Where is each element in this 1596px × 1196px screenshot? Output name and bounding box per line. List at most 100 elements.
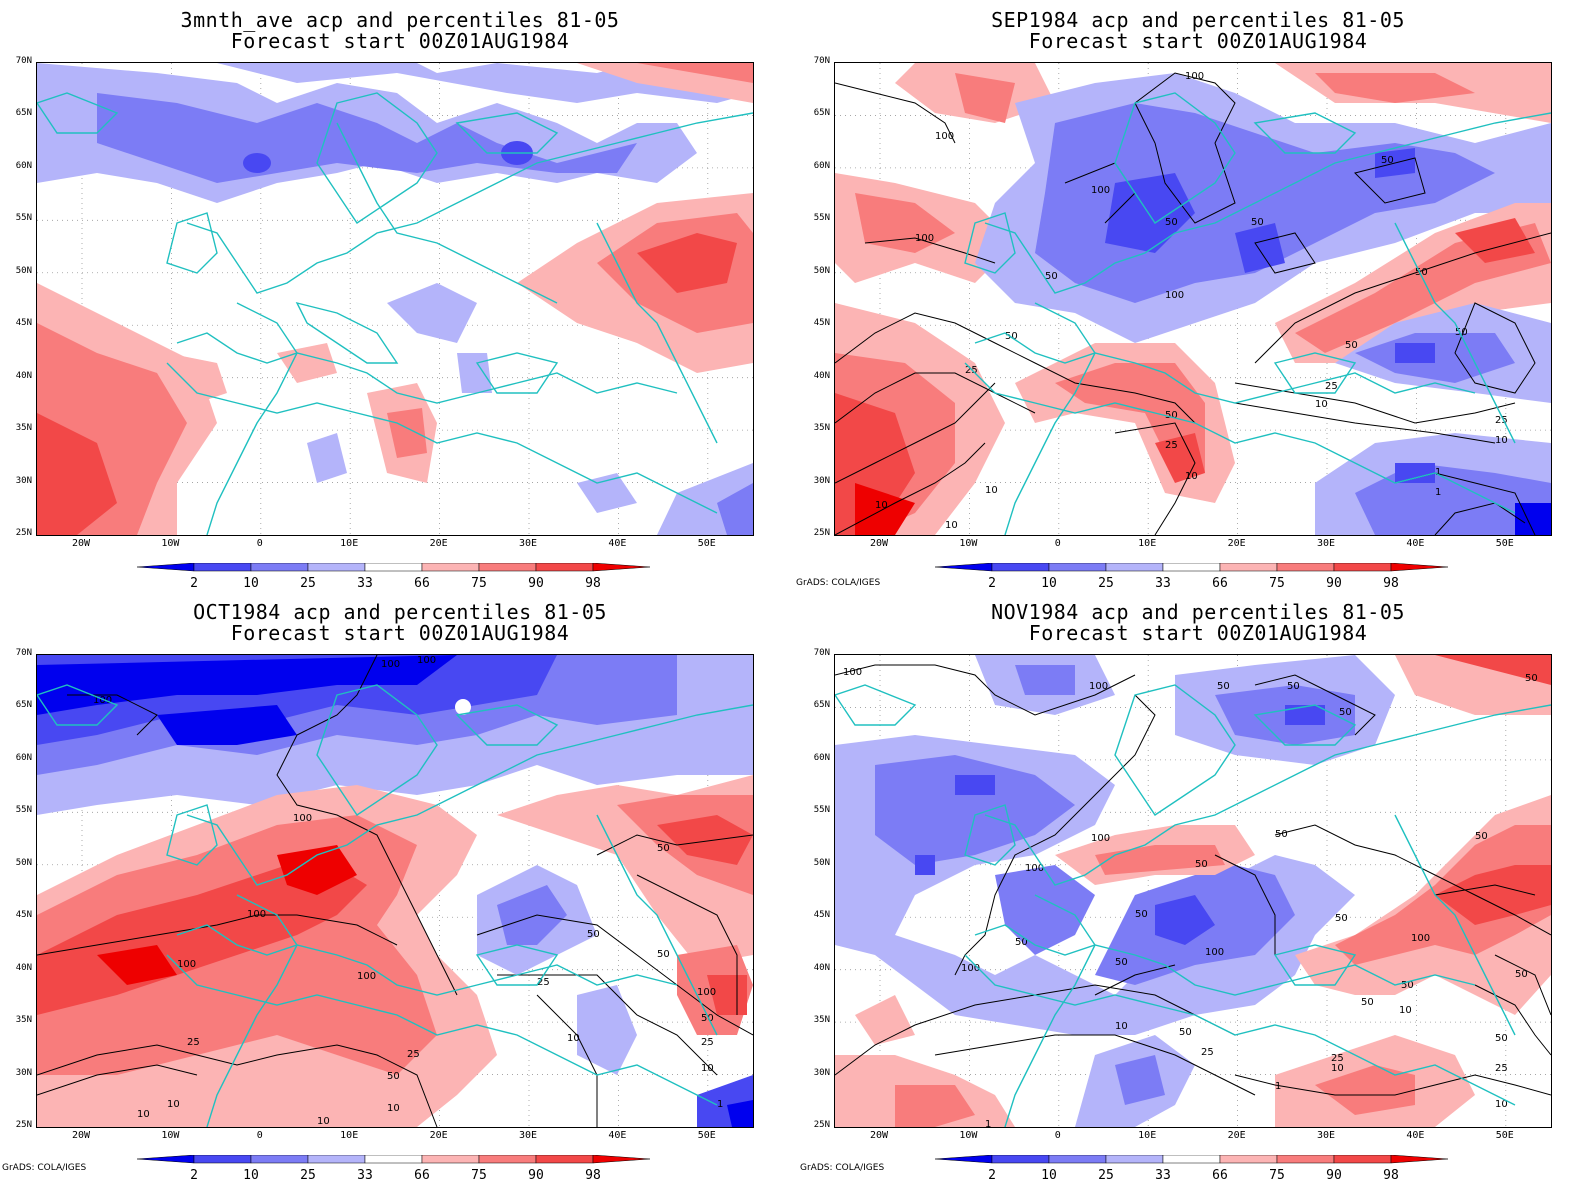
lon-label: 0 xyxy=(1054,1130,1061,1141)
lon-label: 30E xyxy=(518,538,538,549)
lon-label: 10E xyxy=(340,1130,359,1141)
colorbar-tick-label: 98 xyxy=(1383,1168,1399,1183)
svg-text:10: 10 xyxy=(1315,399,1328,410)
lon-label: 0 xyxy=(256,1130,263,1141)
svg-text:100: 100 xyxy=(247,909,266,920)
svg-text:100: 100 xyxy=(1025,863,1044,874)
colorbar-segment xyxy=(934,562,993,572)
svg-text:10: 10 xyxy=(1495,435,1508,446)
lat-label: 40N xyxy=(813,962,830,973)
colorbar-tick-label: 98 xyxy=(1383,576,1399,591)
svg-text:100: 100 xyxy=(935,131,954,142)
lat-label: 65N xyxy=(813,108,830,119)
colorbar-tick-label: 10 xyxy=(1041,576,1057,591)
svg-text:50: 50 xyxy=(1045,271,1058,282)
panel-title: OCT1984 acp and percentiles 81-05 xyxy=(193,600,607,624)
svg-text:100: 100 xyxy=(915,233,934,244)
colorbar-tick-label: 33 xyxy=(357,1168,373,1183)
colorbar-tick-label: 90 xyxy=(1326,1168,1342,1183)
svg-text:50: 50 xyxy=(1287,681,1300,692)
lat-label: 30N xyxy=(813,1067,830,1078)
colorbar-tick-label: 10 xyxy=(1041,1168,1057,1183)
svg-text:50: 50 xyxy=(1275,829,1288,840)
lon-label: 40E xyxy=(608,538,627,549)
lat-label: 55N xyxy=(15,213,32,224)
colorbar-tick-label: 90 xyxy=(528,576,544,591)
colorbar-tick-label: 25 xyxy=(300,576,316,591)
lat-label: 45N xyxy=(15,318,32,329)
colorbar-segment xyxy=(1048,562,1107,572)
panel-title: 3mnth_ave acp and percentiles 81-05 xyxy=(180,8,620,32)
svg-text:50: 50 xyxy=(1361,997,1374,1008)
lon-label: 50E xyxy=(697,538,716,549)
svg-text:10: 10 xyxy=(1495,1099,1508,1110)
colorbar-segment xyxy=(1276,1154,1335,1164)
colorbar-segment xyxy=(307,562,366,572)
svg-text:1: 1 xyxy=(1435,487,1441,498)
svg-text:10: 10 xyxy=(317,1116,330,1127)
lon-label: 20W xyxy=(71,538,91,549)
colorbar-segment xyxy=(1162,1154,1221,1164)
colorbar-segment xyxy=(991,562,1050,572)
lon-label: 50E xyxy=(1495,538,1514,549)
colorbar: 2 10 25 33 66 75 90 98 xyxy=(136,562,657,592)
lat-label: 40N xyxy=(15,962,32,973)
colorbar-segment xyxy=(1048,1154,1107,1164)
lon-label: 10W xyxy=(959,1130,978,1141)
lat-label: 60N xyxy=(813,160,830,171)
lon-label: 40E xyxy=(1406,538,1425,549)
lat-label: 60N xyxy=(15,752,32,763)
svg-text:50: 50 xyxy=(1165,217,1178,228)
svg-text:10: 10 xyxy=(1185,471,1198,482)
svg-text:25: 25 xyxy=(701,1037,714,1048)
svg-text:100: 100 xyxy=(1411,933,1430,944)
lat-label: 50N xyxy=(15,265,32,276)
svg-text:100: 100 xyxy=(177,959,196,970)
svg-text:50: 50 xyxy=(587,929,600,940)
svg-text:50: 50 xyxy=(1525,673,1538,684)
colorbar-tick-label: 66 xyxy=(414,1168,430,1183)
lon-label: 10W xyxy=(959,538,978,549)
svg-text:25: 25 xyxy=(1201,1047,1214,1058)
colorbar-segment xyxy=(250,1154,309,1164)
svg-text:100: 100 xyxy=(1091,185,1110,196)
svg-text:1: 1 xyxy=(985,1119,991,1127)
colorbar-segment xyxy=(364,562,423,572)
colorbar-tick-label: 90 xyxy=(528,1168,544,1183)
map-panel-oct1984: OCT1984 acp and percentiles 81-05 Foreca… xyxy=(2,598,790,1188)
lon-label: 20W xyxy=(869,1130,889,1141)
svg-text:25: 25 xyxy=(187,1037,200,1048)
lat-label: 55N xyxy=(15,805,32,816)
colorbar-tick-label: 2 xyxy=(988,576,996,591)
colorbar-segment xyxy=(1105,562,1164,572)
colorbar-segment xyxy=(1219,562,1278,572)
svg-text:10: 10 xyxy=(567,1033,580,1044)
svg-text:25: 25 xyxy=(1165,440,1178,451)
panel-subtitle: Forecast start 00Z01AUG1984 xyxy=(1028,621,1368,645)
lat-label: 70N xyxy=(813,56,830,66)
colorbar-segment xyxy=(1390,562,1449,572)
lat-label: 35N xyxy=(813,423,830,434)
lon-label: 10E xyxy=(1138,1130,1157,1141)
lat-label: 70N xyxy=(15,56,32,66)
colorbar: 2 10 25 33 66 75 90 98 xyxy=(934,562,1455,592)
svg-text:50: 50 xyxy=(1251,217,1264,228)
panel-title: NOV1984 acp and percentiles 81-05 xyxy=(991,600,1405,624)
panel-subtitle: Forecast start 00Z01AUG1984 xyxy=(230,29,570,53)
lat-label: 25N xyxy=(15,1120,32,1130)
colorbar-segment xyxy=(136,1154,195,1164)
lat-label: 25N xyxy=(813,528,830,538)
colorbar-segment xyxy=(478,562,537,572)
lon-label: 10W xyxy=(161,1130,180,1141)
svg-text:50: 50 xyxy=(387,1071,400,1082)
lat-label: 55N xyxy=(813,805,830,816)
lon-label: 20E xyxy=(429,1130,448,1141)
lat-label: 35N xyxy=(15,1015,32,1026)
colorbar-tick-label: 33 xyxy=(1155,1168,1171,1183)
colorbar-tick-label: 75 xyxy=(1269,576,1285,591)
svg-text:10: 10 xyxy=(137,1109,150,1120)
colorbar-segment xyxy=(1219,1154,1278,1164)
lon-label: 10E xyxy=(1138,538,1157,549)
lon-label: 0 xyxy=(256,538,263,549)
colorbar-segment xyxy=(193,1154,252,1164)
